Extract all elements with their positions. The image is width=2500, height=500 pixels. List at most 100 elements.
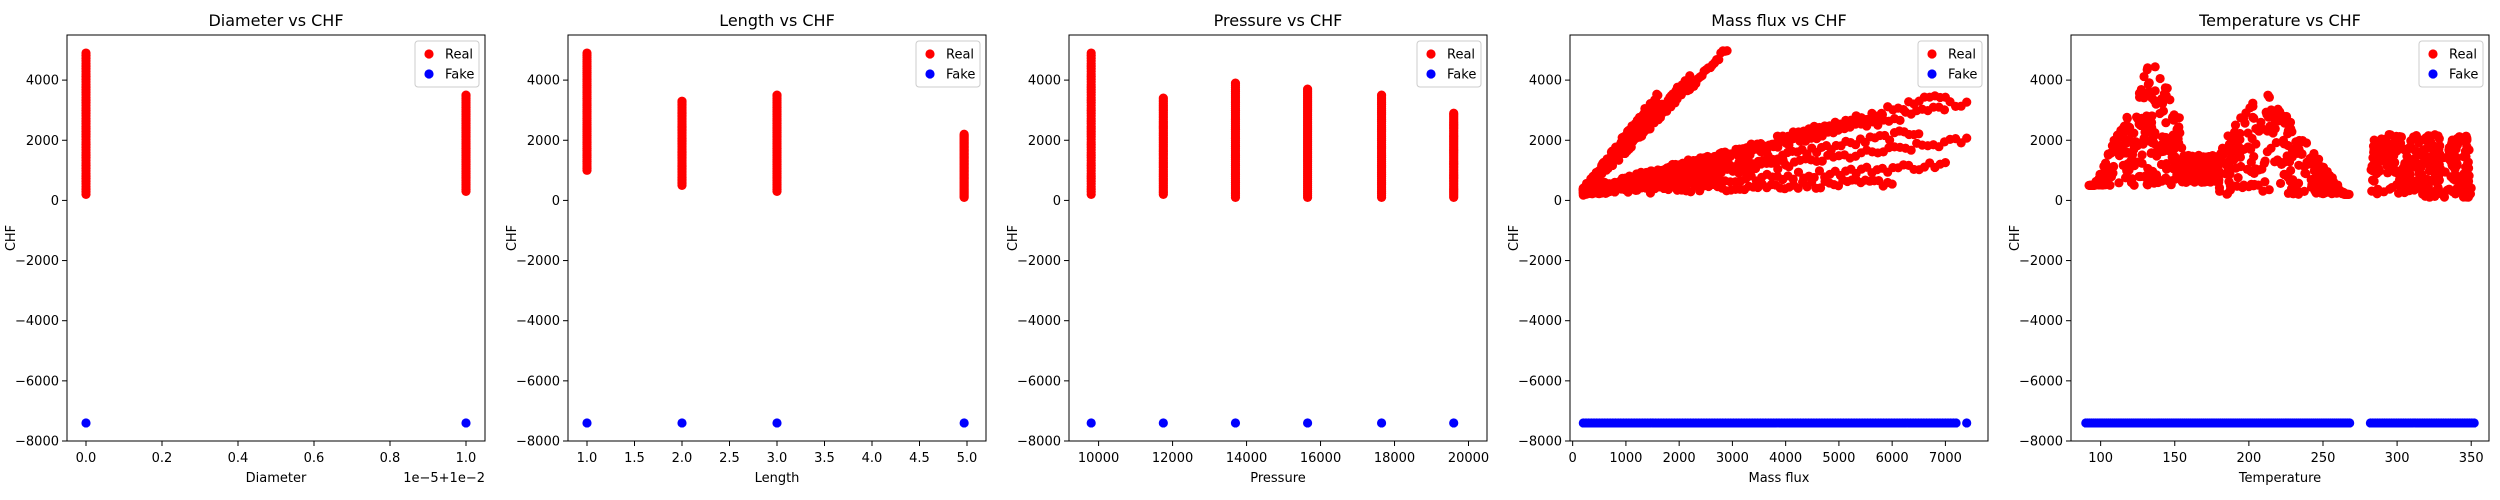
real-point [1781,160,1791,170]
real-point [2233,141,2243,152]
real-point [2150,86,2160,96]
real-point [2106,172,2117,182]
x-tick-label: 300 [2385,451,2410,466]
y-tick-label: −6000 [1518,374,1562,389]
x-tick-label: 2000 [1663,451,1696,466]
real-point [2279,157,2289,168]
real-point [2283,140,2293,151]
real-point [959,129,969,139]
fake-point [1376,418,1387,428]
legend-label-fake: Fake [946,68,975,83]
real-point [2270,157,2280,167]
real-point [2153,177,2163,188]
real-point [2236,113,2246,123]
real-point [2296,149,2307,160]
x-axis-label: Length [755,471,800,486]
real-point [2329,183,2339,193]
legend-marker-real [424,49,434,59]
axes-frame [1569,34,1989,442]
real-point [1773,142,1783,152]
real-point [2168,163,2178,174]
y-axis-label: CHF [1507,225,1522,251]
y-tick-label: −2000 [1518,254,1562,269]
legend: Real Fake [2418,40,2484,88]
x-tick-label: 1.0 [456,451,477,466]
real-point [2464,171,2474,181]
real-point [2279,169,2289,179]
real-point [1685,71,1695,81]
real-point [2264,92,2274,102]
real-point [2183,170,2194,180]
x-tick-label: 0 [1569,451,1577,466]
real-point [2418,159,2428,169]
fake-point [677,418,687,428]
y-tick-label: 4000 [527,74,560,89]
axes-frame [1068,34,1488,442]
real-point [2435,141,2445,151]
real-point [2118,123,2128,134]
x-tick-label: 18000 [1374,451,1415,466]
x-tick-label: 12000 [1152,451,1193,466]
x-tick-label: 0.4 [228,451,249,466]
real-point [2215,186,2225,196]
real-point [2294,160,2304,170]
x-tick-label: 0.8 [380,451,401,466]
y-tick-label: 4000 [2030,74,2063,89]
data-layer [81,48,471,428]
fake-point [772,418,782,428]
x-axis-label: Pressure [1250,471,1306,486]
y-tick-label: −6000 [15,374,59,389]
real-point [2381,145,2392,156]
x-tick-label: 0.2 [152,451,173,466]
real-point [2214,175,2224,185]
real-point [2259,158,2269,169]
fake-point [1951,418,1961,428]
x-tick-label: 14000 [1226,451,1267,466]
real-point [2290,143,2300,153]
x-tick-label: 2.5 [719,451,740,466]
x-tick-label: 1.0 [577,451,598,466]
real-point [2142,65,2152,75]
y-tick-label: 0 [1053,194,1061,209]
real-point [2155,108,2165,119]
real-point [2286,184,2297,194]
real-point [2246,157,2256,167]
real-point [2429,147,2439,158]
real-point [2199,173,2209,183]
real-point [2410,176,2420,187]
fake-point [461,418,471,428]
real-point [2270,116,2280,126]
y-tick-label: −4000 [15,314,59,329]
real-point [2448,187,2458,197]
real-point [1817,156,1827,166]
chart-title: Diameter vs CHF [208,11,343,30]
real-point [2460,146,2471,156]
y-tick-label: −6000 [516,374,560,389]
real-point [2264,185,2274,195]
real-point [1962,97,1972,107]
legend-marker-real [2428,49,2438,59]
real-point [2249,168,2259,178]
x-tick-label: 3.5 [814,451,835,466]
real-point [2147,93,2157,103]
legend-marker-fake [1426,69,1436,79]
real-point [2161,159,2172,169]
real-point [2458,192,2469,202]
x-tick-label: 16000 [1300,451,1341,466]
real-point [2278,111,2288,121]
real-point [2230,127,2240,137]
fake-point [1962,418,1972,428]
y-tick-label: −2000 [1017,254,1061,269]
real-point [2293,189,2304,199]
legend-marker-real [1426,49,1436,59]
legend: Real Fake [1917,40,1983,88]
fake-point [2469,418,2479,428]
real-point [2118,148,2129,158]
chart-panel-4: Mass flux vs CHF 0 1000 2000 3000 4000 5000 600… [1507,11,1989,486]
y-tick-label: 2000 [26,134,59,149]
real-point [677,96,687,106]
real-point [2147,111,2157,121]
real-point [2124,165,2134,175]
real-point [2375,156,2385,166]
